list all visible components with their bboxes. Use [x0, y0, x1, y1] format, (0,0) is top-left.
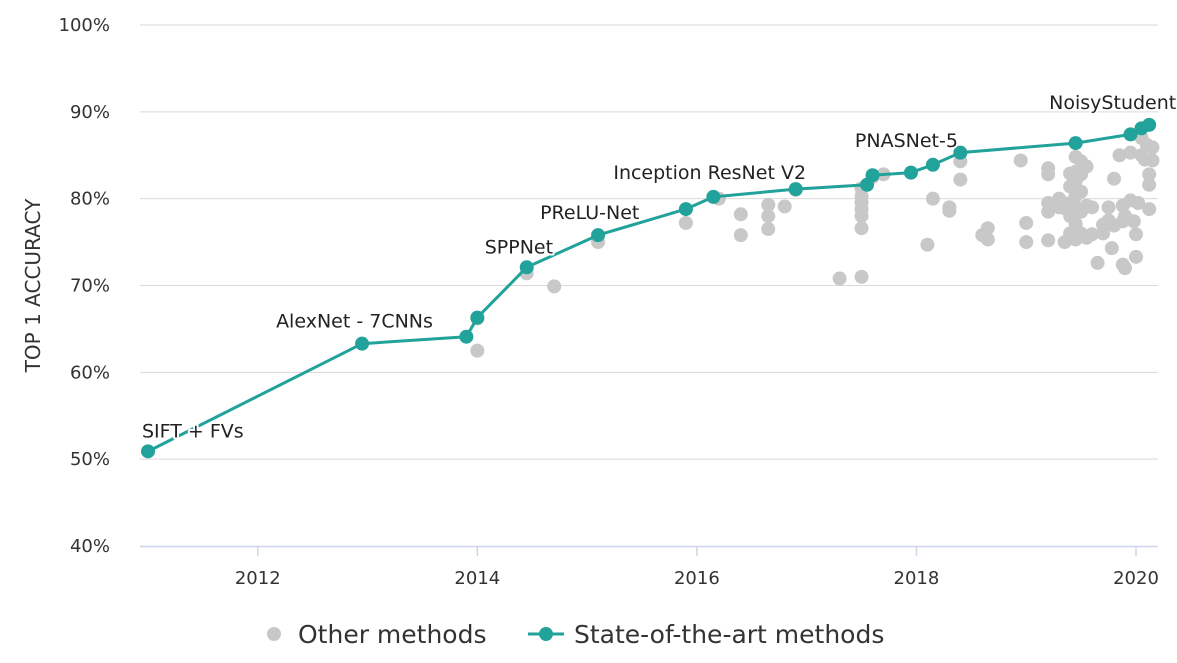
x-tick-label: 2016 — [674, 568, 720, 589]
other-method-point[interactable] — [980, 232, 995, 247]
y-tick-label: 40% — [70, 536, 110, 557]
other-method-point[interactable] — [1019, 215, 1034, 230]
other-method-point[interactable] — [1118, 261, 1133, 276]
annotation-label: NoisyStudent — [1049, 92, 1176, 114]
y-tick-label: 90% — [70, 102, 110, 123]
sota-point[interactable] — [459, 329, 474, 344]
other-method-point[interactable] — [1041, 204, 1056, 219]
other-method-point[interactable] — [1041, 167, 1056, 182]
other-method-point[interactable] — [547, 279, 562, 294]
other-method-point[interactable] — [1085, 227, 1100, 242]
sota-point[interactable] — [953, 145, 968, 160]
other-method-point[interactable] — [1142, 167, 1157, 182]
other-methods-points — [470, 130, 1160, 358]
legend-other-label[interactable]: Other methods — [298, 620, 487, 649]
other-method-point[interactable] — [1013, 153, 1028, 168]
other-method-point[interactable] — [854, 221, 869, 236]
grid-lines — [140, 24, 1158, 460]
other-method-point[interactable] — [1129, 249, 1143, 264]
other-method-point[interactable] — [1101, 200, 1116, 215]
y-tick-label: 50% — [70, 449, 110, 470]
annotation-label: PReLU-Net — [540, 202, 639, 224]
other-method-point[interactable] — [1129, 227, 1143, 242]
sota-point[interactable] — [1123, 127, 1138, 142]
axes: 40% 50% 60% 70% 80% 90% 100% 2012 2014 2016 2018 20… — [59, 15, 1159, 589]
other-method-point[interactable] — [1085, 200, 1100, 215]
other-method-point[interactable] — [832, 271, 847, 286]
sota-point[interactable] — [1068, 136, 1083, 151]
other-method-point[interactable] — [733, 207, 748, 222]
other-method-point[interactable] — [925, 191, 940, 206]
other-method-point[interactable] — [1142, 202, 1157, 217]
other-method-point[interactable] — [1041, 233, 1056, 248]
annotation-label: AlexNet - 7CNNs — [276, 311, 433, 333]
other-method-point[interactable] — [761, 209, 776, 224]
other-method-point[interactable] — [1074, 184, 1089, 199]
y-tick-label: 100% — [59, 15, 110, 36]
y-tick-label: 80% — [70, 189, 110, 210]
other-method-point[interactable] — [761, 222, 776, 237]
other-method-point[interactable] — [1104, 241, 1119, 256]
annotation-label: Inception ResNet V2 — [613, 162, 806, 184]
sota-point[interactable] — [591, 228, 606, 243]
annotation-label: SPPNet — [485, 236, 553, 258]
other-method-point[interactable] — [920, 237, 935, 252]
other-method-point[interactable] — [1145, 140, 1160, 155]
y-axis-title: TOP 1 ACCURACY — [21, 198, 45, 373]
legend-sota-label[interactable]: State-of-the-art methods — [574, 620, 884, 649]
annotation-label: PNASNet-5 — [855, 130, 958, 152]
other-method-point[interactable] — [733, 228, 748, 243]
legend: Other methods State-of-the-art methods — [267, 620, 884, 649]
annotation-label: SIFT + FVs — [142, 420, 244, 442]
other-method-point[interactable] — [1090, 255, 1105, 270]
y-tick-label: 70% — [70, 276, 110, 297]
other-method-point[interactable] — [1019, 235, 1034, 250]
x-tick-label: 2018 — [894, 568, 940, 589]
other-method-point[interactable] — [761, 197, 776, 212]
y-tick-label: 60% — [70, 362, 110, 383]
sota-point[interactable] — [865, 168, 880, 183]
sota-point[interactable] — [925, 157, 940, 172]
other-method-point[interactable] — [1123, 145, 1138, 160]
sota-point[interactable] — [355, 336, 370, 351]
other-method-point[interactable] — [1079, 159, 1094, 174]
sota-point[interactable] — [470, 310, 485, 325]
sota-series — [141, 117, 1157, 459]
other-method-point[interactable] — [942, 200, 957, 215]
sota-point[interactable] — [1142, 117, 1157, 132]
other-method-point[interactable] — [678, 215, 693, 230]
other-method-point[interactable] — [1145, 153, 1160, 168]
other-method-point[interactable] — [953, 172, 968, 187]
legend-sota-marker[interactable] — [539, 627, 553, 641]
x-tick-label: 2014 — [454, 568, 500, 589]
other-method-point[interactable] — [1131, 196, 1146, 211]
annotations: SIFT + FVs AlexNet - 7CNNs SPPNet PReLU-Net… — [140, 90, 1177, 444]
sota-point[interactable] — [678, 202, 693, 217]
other-method-point[interactable] — [470, 343, 485, 358]
sota-point[interactable] — [903, 165, 918, 180]
x-tick-label: 2020 — [1113, 568, 1159, 589]
other-method-point[interactable] — [777, 199, 792, 214]
other-method-point[interactable] — [1142, 177, 1157, 192]
other-method-point[interactable] — [1112, 148, 1127, 163]
legend-other-marker[interactable] — [267, 627, 281, 641]
other-method-point[interactable] — [1096, 226, 1111, 241]
sota-point[interactable] — [141, 444, 155, 459]
x-tick-label: 2012 — [235, 568, 281, 589]
other-method-point[interactable] — [1126, 214, 1141, 229]
sota-point[interactable] — [519, 260, 534, 275]
other-method-point[interactable] — [1107, 171, 1122, 186]
sota-point[interactable] — [788, 182, 803, 197]
other-method-point[interactable] — [854, 269, 869, 284]
sota-point[interactable] — [706, 189, 721, 204]
other-method-point[interactable] — [980, 221, 995, 236]
